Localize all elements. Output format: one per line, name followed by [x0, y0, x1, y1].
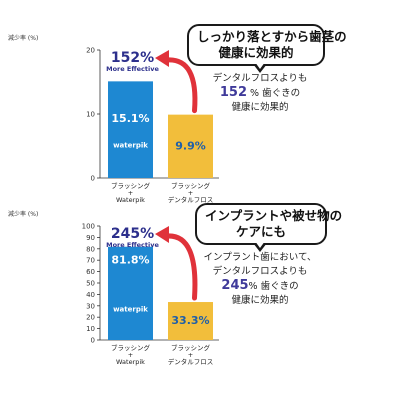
- description-2-line-2: デンタルフロスよりも: [212, 266, 308, 277]
- y-tick-label: 100: [82, 223, 95, 231]
- description-1-percent: 152: [219, 85, 248, 100]
- bar-value-label: 33.3%: [171, 314, 209, 327]
- headline-caption: More Effective: [106, 65, 159, 73]
- bar-dental-floss: [168, 114, 213, 178]
- growth-arrow-head: [155, 226, 169, 243]
- description-2-line-1: インプラント歯において、: [203, 252, 317, 263]
- description-1-line-3: 健康に効果的: [231, 102, 289, 113]
- description-2: インプラント歯において、 デンタルフロスよりも 245% 歯ぐきの 健康に効果的: [198, 251, 322, 308]
- y-tick-label: 20: [86, 314, 95, 322]
- description-2-line-4: 健康に効果的: [231, 295, 289, 306]
- chart-panel-1: 減少率 (%) 0 10 20 15.1% ブラッシング + Waterpik 9.9% ブラッシ…: [0, 20, 400, 204]
- x-category-label: ブラッシング: [111, 343, 151, 352]
- y-axis-label: 減少率 (%): [8, 34, 38, 42]
- y-tick-label: 10: [86, 111, 95, 119]
- x-category-label: ブラッシング: [171, 181, 211, 190]
- growth-arrow: [164, 57, 198, 114]
- description-2-line-3: 245% 歯ぐきの: [198, 279, 322, 294]
- y-tick-label: 20: [86, 47, 95, 55]
- waterpik-brand-label: waterpik: [113, 141, 148, 149]
- headline-percent: 245%: [111, 226, 154, 242]
- y-tick-label: 10: [86, 325, 95, 333]
- y-tick-label: 80: [86, 245, 95, 253]
- bar-value-label: 9.9%: [175, 139, 206, 152]
- y-tick-label: 50: [86, 280, 95, 288]
- x-category-label: Waterpik: [116, 196, 145, 204]
- x-category-label: +: [188, 189, 193, 197]
- x-category-label: ブラッシング: [171, 343, 211, 352]
- waterpik-brand-label: waterpik: [113, 306, 148, 314]
- callout-2-line-1: インプラントや被せ物の: [205, 208, 343, 223]
- y-tick-label: 0: [91, 337, 95, 345]
- headline-caption: More Effective: [106, 241, 159, 249]
- x-category-label: Waterpik: [116, 358, 145, 366]
- callout-2-tail: [253, 241, 267, 252]
- y-tick-label: 70: [86, 257, 95, 265]
- y-tick-label: 0: [91, 175, 95, 183]
- chart-2-svg: 減少率 (%) 0 10 20 30 40 50 60 70 80 90 100 81.8% ブラッシング…: [8, 210, 219, 366]
- x-category-label: デンタルフロス: [168, 357, 214, 366]
- callout-1-line-2: 健康に効果的: [218, 45, 294, 60]
- bar-value-label: 81.8%: [111, 254, 149, 267]
- growth-arrow: [164, 233, 198, 301]
- growth-arrow-head: [155, 50, 169, 67]
- callout-bubble-1: しっかり落とすから歯茎の 健康に効果的: [187, 24, 347, 73]
- y-tick-label: 40: [86, 291, 95, 299]
- x-category-label: デンタルフロス: [168, 195, 214, 204]
- x-category-label: +: [188, 351, 193, 359]
- description-2-suffix: % 歯ぐきの: [248, 281, 299, 292]
- bar-waterpik: [108, 81, 153, 178]
- headline-percent: 152%: [111, 50, 154, 66]
- x-category-label: ブラッシング: [111, 181, 151, 190]
- y-tick-label: 60: [86, 268, 95, 276]
- bar-value-label: 15.1%: [111, 112, 149, 125]
- y-axis-label: 減少率 (%): [8, 210, 38, 218]
- x-category-label: +: [128, 351, 133, 359]
- y-tick-label: 90: [86, 234, 95, 242]
- x-category-label: +: [128, 189, 133, 197]
- description-1-line-1: デンタルフロスよりも: [212, 73, 308, 84]
- callout-1-line-1: しっかり落とすから歯茎の: [197, 29, 347, 44]
- callout-1-tail: [253, 62, 267, 73]
- y-tick-label: 30: [86, 302, 95, 310]
- bar-waterpik: [108, 246, 153, 340]
- bar-dental-floss: [168, 302, 213, 340]
- callout-bubble-2: インプラントや被せ物の ケアにも: [195, 203, 343, 252]
- description-1-line-2: 152 % 歯ぐきの: [200, 86, 320, 101]
- chart-1-svg: 減少率 (%)0102015.1%ブラッシング+Waterpik9.9%ブラッシ…: [8, 34, 219, 204]
- description-1: デンタルフロスよりも 152 % 歯ぐきの 健康に効果的: [200, 72, 320, 115]
- chart-panel-2: 減少率 (%) 0 10 20 30 40 50 60 70 80 90 100 81.8% ブラッシング…: [0, 203, 400, 381]
- description-2-percent: 245: [221, 278, 249, 293]
- description-1-suffix: % 歯ぐきの: [247, 88, 301, 99]
- callout-2-line-2: ケアにも: [235, 224, 286, 239]
